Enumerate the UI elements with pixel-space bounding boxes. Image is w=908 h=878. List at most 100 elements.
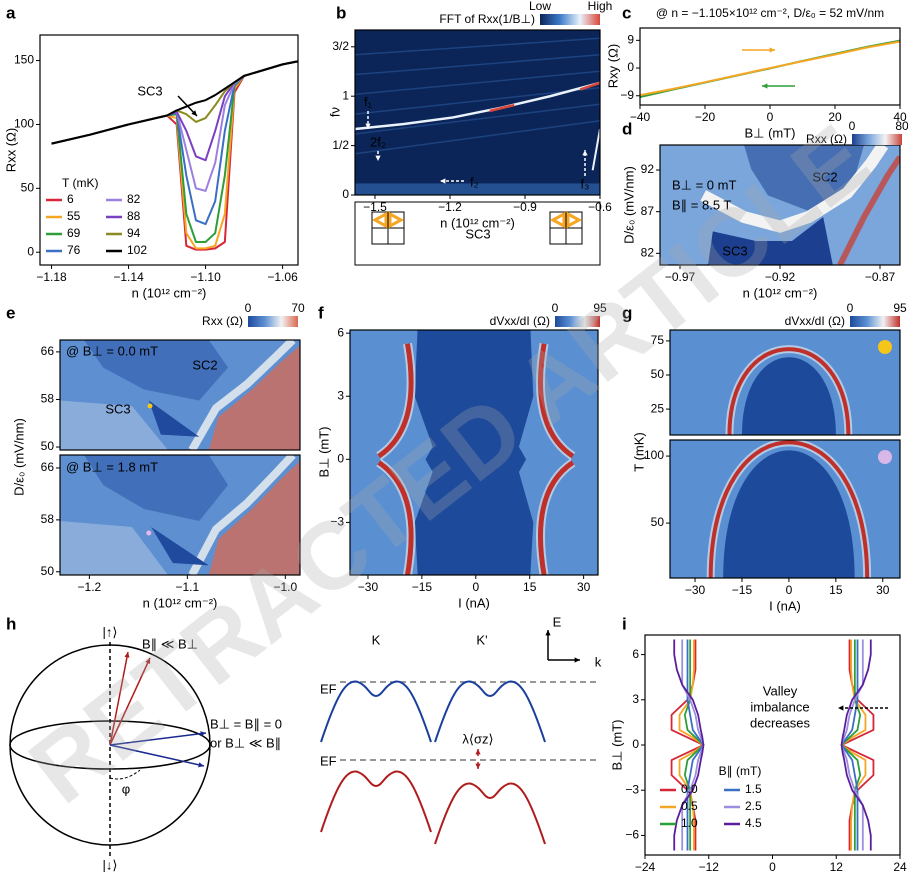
y-tick-label: 58 (41, 512, 55, 526)
x-tick-label: −1.14 (113, 270, 144, 284)
annotation: f₃ (581, 176, 590, 191)
legend-title: T (mK) (62, 176, 98, 190)
annotation: B⊥ = B∥ = 0 (210, 716, 282, 731)
legend-label: 0.0 (681, 782, 698, 796)
x-tick-label: −0.6 (588, 200, 612, 214)
legend-label: 69 (67, 226, 81, 240)
colorbar-tick-label: High (588, 0, 613, 13)
legend-label: 6 (67, 192, 74, 206)
colorbar (850, 316, 900, 327)
panel-label: g (622, 303, 632, 322)
colorbar-tick-label: 0 (849, 119, 856, 133)
y-tick-label: 87 (641, 204, 655, 218)
y-tick-label: 58 (41, 392, 55, 406)
legend-label: 88 (127, 209, 141, 223)
annotation: B∥ = 8.5 T (672, 197, 731, 212)
panel-label: i (622, 614, 627, 633)
x-tick-label: −40 (630, 110, 651, 124)
annotation: EF (320, 681, 337, 696)
annotation: SC3 (137, 83, 162, 98)
y-tick-label: 0 (627, 60, 634, 74)
y-tick-label: 150 (14, 53, 34, 67)
annotation: f₁ (364, 94, 373, 109)
y-tick-label: 1 (342, 88, 349, 102)
panel-label: h (6, 614, 16, 633)
heatmap-region (415, 312, 534, 585)
x-tick-label: 12 (830, 860, 844, 874)
legend-label: 82 (127, 192, 141, 206)
arrow (110, 658, 150, 745)
x-tick-label: −15 (732, 583, 753, 597)
plot-frame (640, 28, 900, 105)
panel-label: a (6, 3, 16, 22)
arrow-head (762, 83, 767, 88)
x-axis-label: B⊥ (mT) (744, 125, 795, 140)
colorbar (540, 14, 600, 25)
legend-label: 4.5 (745, 816, 762, 830)
x-tick-label: −0.97 (665, 270, 696, 284)
panel-label: e (6, 303, 15, 322)
chart-title: @ n = −1.105×10¹² cm⁻², D/ε₀ = 52 mV/nm (656, 6, 884, 20)
x-tick-label: −20 (695, 110, 716, 124)
y-tick-label: −6 (625, 828, 639, 842)
colorbar-label: dVxx/dI (Ω) (785, 314, 845, 328)
annotation: |↑⟩ (103, 624, 118, 639)
marker-dot (878, 340, 892, 354)
x-axis-label: I (nA) (769, 598, 801, 613)
arrow-head (198, 762, 204, 767)
x-tick-label: −1.1 (175, 580, 199, 594)
y-axis-label: D/ε₀ (mV/nm) (11, 418, 26, 496)
arrow (110, 733, 206, 745)
annotation: SC3 (465, 226, 490, 241)
y-tick-label: 66 (41, 344, 55, 358)
x-tick-label: 0 (767, 110, 774, 124)
series-line (52, 61, 302, 250)
arrow-head (475, 749, 480, 754)
x-tick-label: −1.10 (190, 270, 221, 284)
legend-label: 102 (127, 243, 147, 257)
legend-label: 2.5 (745, 799, 762, 813)
x-axis-label: n (10¹² cm⁻²) (743, 285, 818, 300)
arrow-head (545, 630, 550, 635)
colorbar-tick-label: 70 (291, 301, 305, 315)
annotation: k (595, 654, 602, 669)
colorbar-tick-label: 0 (847, 301, 854, 315)
arrow (110, 745, 204, 766)
plot-area (355, 30, 600, 195)
x-tick-label: 0 (769, 860, 776, 874)
annotation: @ B⊥ = 0.0 mT (66, 343, 158, 358)
y-tick-label: 0 (337, 452, 344, 466)
plot-area (670, 440, 900, 578)
annotation: Valley (763, 683, 798, 698)
annotation: @ B⊥ = 1.8 mT (66, 459, 158, 474)
marker-dot (146, 531, 151, 536)
y-tick-label: 50 (21, 181, 35, 195)
y-tick-label: −3 (625, 782, 639, 796)
colorbar (555, 316, 600, 327)
x-tick-label: −1.5 (363, 200, 387, 214)
annotation: E (553, 614, 562, 629)
series-line (842, 640, 871, 851)
x-axis-label: n (10¹² cm⁻²) (143, 595, 218, 610)
annotation: SC2 (192, 357, 217, 372)
x-tick-label: −1.06 (267, 270, 298, 284)
y-axis-label: fν (327, 107, 342, 117)
y-axis-label: B⊥ (mT) (316, 426, 331, 477)
arrow-head (770, 47, 775, 52)
annotation: B⊥ = 0 mT (672, 177, 736, 192)
annotation: or B⊥ ≪ B∥ (210, 735, 281, 750)
panel-label: b (336, 3, 346, 22)
series-line (52, 61, 302, 242)
page: Figure body { margin: 0; background: #ff… (0, 0, 908, 878)
x-tick-label: 24 (893, 860, 907, 874)
x-tick-label: 15 (523, 580, 537, 594)
annotation: SC3 (105, 401, 130, 416)
annotation: K (372, 632, 381, 647)
y-tick-label: 50 (651, 367, 665, 381)
annotation: f₂ (470, 174, 479, 189)
plot-area (670, 330, 900, 435)
y-tick-label: 92 (641, 162, 655, 176)
legend-label: 55 (67, 209, 81, 223)
series-line (52, 61, 302, 225)
figure: −1.18−1.14−1.10−1.06050100150n (10¹² cm⁻… (0, 0, 908, 878)
